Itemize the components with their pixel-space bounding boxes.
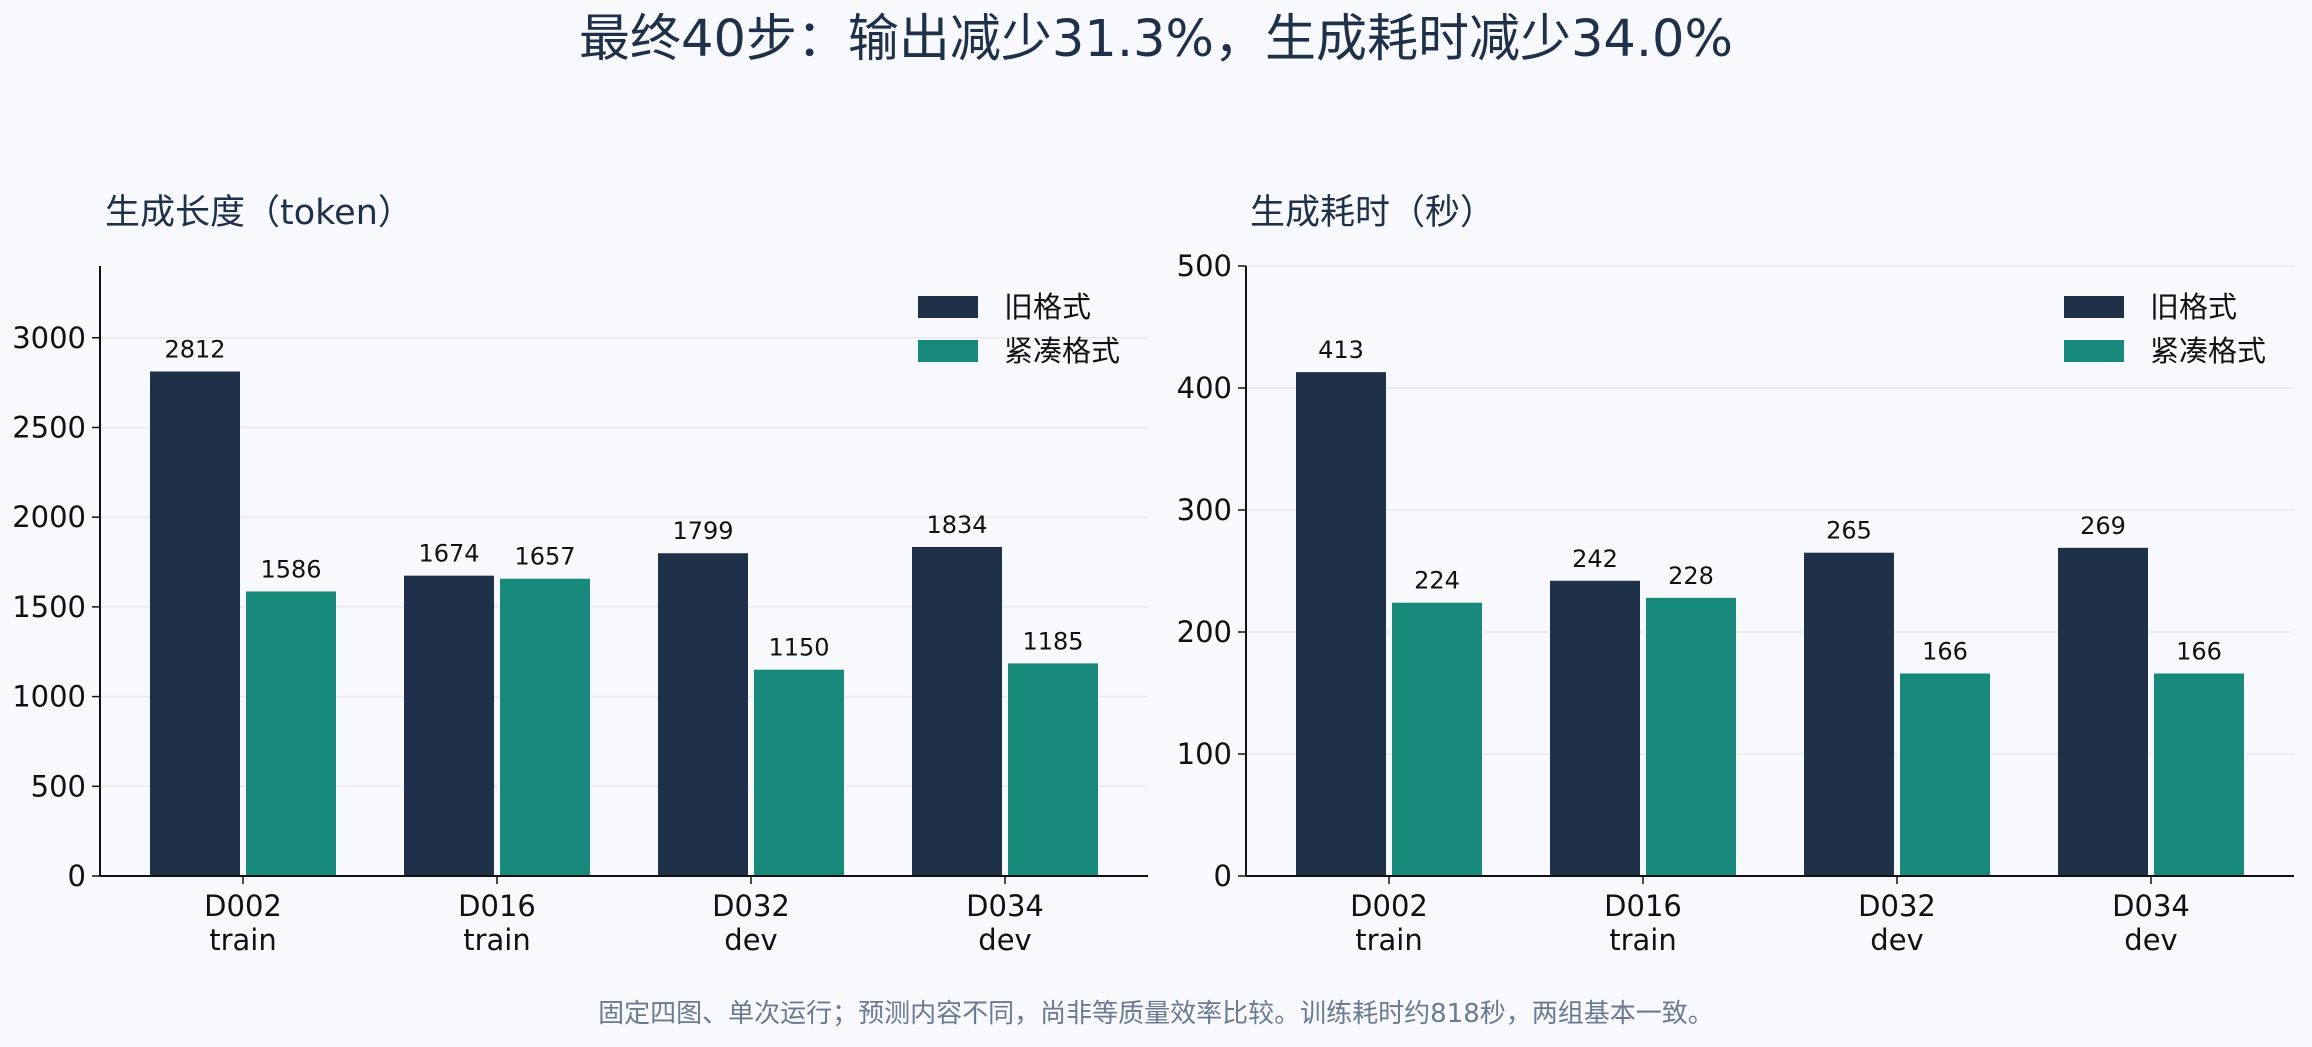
bar-old-1 — [1550, 580, 1640, 876]
figure-footnote: 固定四图、单次运行；预测内容不同，尚非等质量效率比较。训练耗时约818秒，两组基… — [598, 999, 1714, 1029]
bar-value-label: 242 — [1572, 545, 1618, 573]
bar-compact-1 — [1646, 597, 1736, 876]
x-tick-label: D016 train — [1604, 889, 1682, 957]
bar-value-label: 1674 — [418, 540, 479, 568]
bar-compact-0 — [1392, 602, 1482, 876]
bar-value-label: 1150 — [768, 634, 829, 662]
bar-compact-3 — [1008, 663, 1098, 876]
bar-value-label: 265 — [1826, 517, 1872, 545]
bar-value-label: 166 — [1922, 637, 1968, 665]
legend-label-old: 旧格式 — [2150, 290, 2237, 324]
legend-swatch-compact — [2064, 340, 2124, 362]
bar-compact-0 — [246, 591, 336, 876]
x-tick-label: D002 train — [204, 889, 282, 957]
bar-value-label: 1657 — [514, 543, 575, 571]
generation-time-chart: 生成耗时（秒） 0 100 200 300 400 500 413 224 D002 train 24… — [1177, 193, 2294, 957]
x-tick-label: D034 dev — [2112, 889, 2190, 957]
y-tick-label: 1000 — [12, 680, 86, 714]
y-tick-label: 0 — [1214, 859, 1232, 893]
bar-value-label: 224 — [1414, 567, 1460, 595]
token-length-chart: 生成长度（token） 0 500 1000 1500 2000 2500 3000 2812 1… — [12, 193, 1148, 957]
y-tick-label: 500 — [31, 769, 86, 803]
bar-value-label: 1834 — [926, 511, 987, 539]
x-tick-label: D034 dev — [966, 889, 1044, 957]
bar-value-label: 228 — [1668, 562, 1714, 590]
bar-value-label: 2812 — [164, 335, 225, 363]
bar-old-3 — [2058, 547, 2148, 876]
legend-label-compact: 紧凑格式 — [1004, 334, 1120, 368]
bar-old-1 — [404, 575, 494, 876]
legend-label-compact: 紧凑格式 — [2150, 334, 2266, 368]
bar-compact-3 — [2154, 673, 2244, 876]
bar-value-label: 1586 — [260, 555, 321, 583]
token-chart-title: 生成长度（token） — [105, 193, 413, 233]
bar-old-0 — [150, 371, 240, 876]
legend-swatch-old — [2064, 296, 2124, 318]
x-tick-label: D002 train — [1350, 889, 1428, 957]
y-tick-label: 400 — [1177, 371, 1232, 405]
bar-old-2 — [1804, 552, 1894, 876]
x-tick-label: D032 dev — [1858, 889, 1936, 957]
bar-old-0 — [1296, 372, 1386, 876]
y-tick-label: 1500 — [12, 590, 86, 624]
y-tick-label: 100 — [1177, 737, 1232, 771]
bar-compact-2 — [1900, 673, 1990, 876]
figure-title: 最终40步：输出减少31.3%，生成耗时减少34.0% — [579, 10, 1733, 69]
x-tick-label: D016 train — [458, 889, 536, 957]
bar-old-2 — [658, 553, 748, 876]
legend-swatch-old — [918, 296, 978, 318]
x-tick-label: D032 dev — [712, 889, 790, 957]
bar-old-3 — [912, 546, 1002, 876]
bar-value-label: 166 — [2176, 637, 2222, 665]
y-tick-label: 200 — [1177, 615, 1232, 649]
bar-value-label: 1185 — [1022, 627, 1083, 655]
bar-value-label: 1799 — [672, 517, 733, 545]
y-tick-label: 300 — [1177, 493, 1232, 527]
legend-swatch-compact — [918, 340, 978, 362]
bar-compact-2 — [754, 669, 844, 876]
y-tick-label: 500 — [1177, 249, 1232, 283]
time-chart-title: 生成耗时（秒） — [1250, 193, 1495, 233]
y-tick-label: 2000 — [12, 500, 86, 534]
bar-value-label: 413 — [1318, 336, 1364, 364]
y-tick-label: 0 — [68, 859, 86, 893]
bar-compact-1 — [500, 578, 590, 876]
y-tick-label: 2500 — [12, 410, 86, 444]
bar-value-label: 269 — [2080, 512, 2126, 540]
y-tick-label: 3000 — [12, 321, 86, 355]
legend-label-old: 旧格式 — [1004, 290, 1091, 324]
